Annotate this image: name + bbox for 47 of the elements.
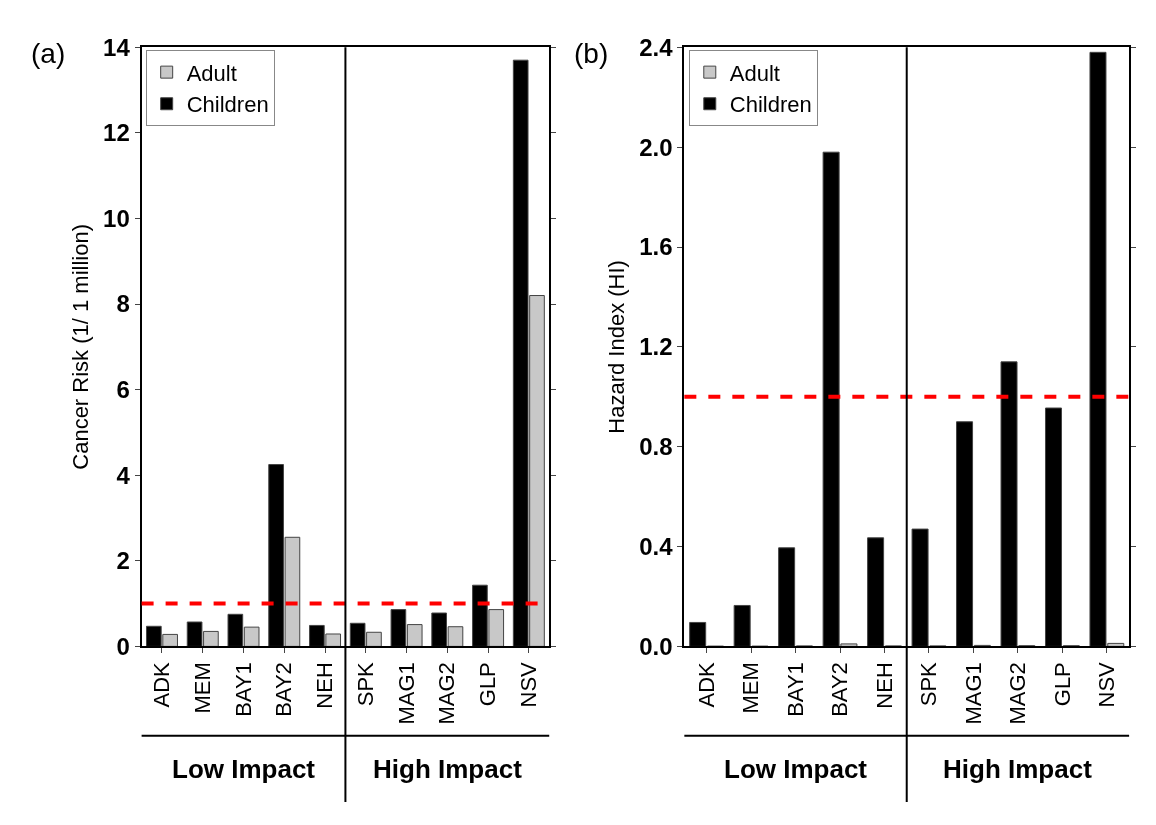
text: High Impact bbox=[943, 754, 1093, 784]
x-tick-label: NSV bbox=[1094, 661, 1120, 708]
x-tick-label: ADK bbox=[149, 661, 175, 708]
y-tick-label: 8 bbox=[116, 290, 130, 318]
y-tick-label: 10 bbox=[103, 204, 130, 232]
y-tick-label: 0 bbox=[116, 632, 130, 660]
y-axis-title: Cancer Risk (1/ 1 million) bbox=[68, 224, 94, 470]
x-tick-label: BAY2 bbox=[827, 662, 853, 717]
x-tick-label: SPK bbox=[916, 661, 942, 707]
y-tick-label: 1.6 bbox=[639, 233, 673, 261]
chart-title: (b) bbox=[574, 38, 609, 69]
chart-title: (a) bbox=[31, 38, 66, 69]
x-tick-label: MAG1 bbox=[960, 662, 986, 725]
y-axis-title: Hazard Index (HI) bbox=[604, 260, 630, 434]
y-tick-label: 2.4 bbox=[639, 33, 674, 61]
x-tick-label: SPK bbox=[352, 661, 378, 707]
y-tick-label: 0.0 bbox=[639, 632, 673, 660]
x-tick-label: MAG2 bbox=[1005, 662, 1031, 725]
x-tick-label: BAY1 bbox=[782, 662, 808, 717]
legend-label: Children bbox=[186, 92, 269, 118]
legend-label: Children bbox=[729, 92, 812, 118]
y-tick-label: 0.8 bbox=[639, 433, 673, 461]
x-tick-label: MEM bbox=[738, 662, 764, 714]
x-tick-label: NSV bbox=[515, 661, 541, 708]
y-tick-label: 1.2 bbox=[639, 333, 673, 361]
text: High Impact bbox=[373, 754, 523, 784]
x-tick-label: GLP bbox=[475, 662, 501, 707]
x-tick-label: NEH bbox=[312, 662, 338, 709]
legend-label: Adult bbox=[729, 60, 780, 86]
y-tick-label: 6 bbox=[116, 376, 130, 404]
x-tick-label: MEM bbox=[189, 662, 215, 714]
x-tick-label: BAY2 bbox=[271, 662, 297, 717]
text: Low Impact bbox=[724, 754, 868, 784]
x-tick-label: NEH bbox=[871, 662, 897, 709]
x-tick-label: GLP bbox=[1049, 662, 1075, 707]
x-tick-label: BAY1 bbox=[230, 662, 256, 717]
x-tick-label: MAG1 bbox=[393, 662, 419, 725]
y-tick-label: 12 bbox=[103, 119, 130, 147]
x-tick-label: MAG2 bbox=[434, 662, 460, 725]
y-tick-label: 0.4 bbox=[639, 532, 674, 560]
text: Low Impact bbox=[172, 754, 316, 784]
y-tick-label: 4 bbox=[116, 461, 131, 489]
x-tick-label: ADK bbox=[693, 661, 719, 708]
y-tick-label: 14 bbox=[103, 33, 131, 61]
legend-label: Adult bbox=[186, 60, 237, 86]
y-tick-label: 2.0 bbox=[639, 133, 673, 161]
y-tick-label: 2 bbox=[116, 547, 130, 575]
